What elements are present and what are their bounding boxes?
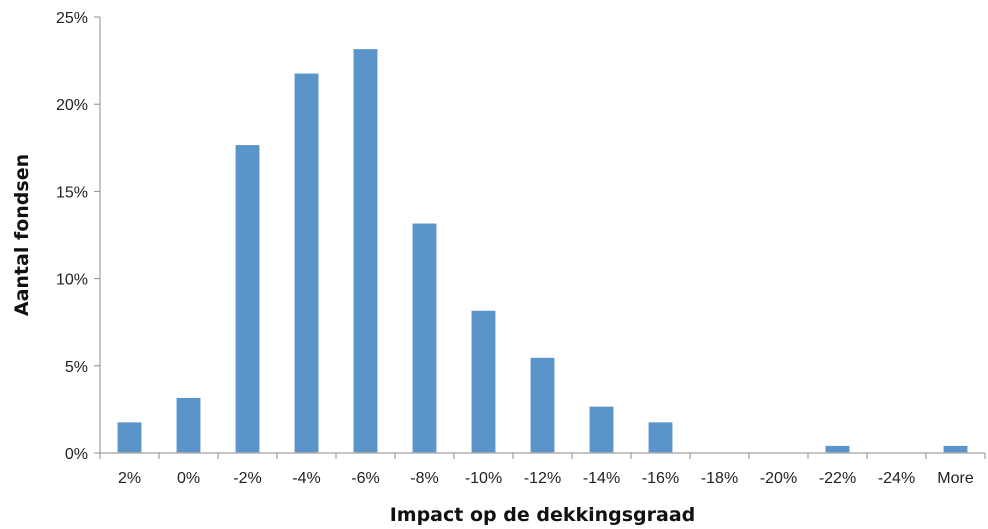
y-tick-label: 20% bbox=[56, 97, 88, 114]
x-tick-label: -20% bbox=[760, 470, 797, 487]
x-tick-label: -12% bbox=[524, 470, 561, 487]
x-tick-label: -22% bbox=[819, 470, 856, 487]
x-tick-label: -2% bbox=[233, 470, 261, 487]
y-axis-title: Aantal fondsen bbox=[11, 154, 33, 316]
y-axis: 0% 5% 10% 15% 20% 25% bbox=[56, 10, 100, 463]
x-tick-label: More bbox=[937, 470, 974, 487]
bar bbox=[588, 405, 615, 454]
y-tick-label: 0% bbox=[65, 446, 88, 463]
bar bbox=[824, 444, 851, 454]
x-tick-label: -16% bbox=[642, 470, 679, 487]
bar bbox=[352, 47, 379, 454]
y-tick-label: 5% bbox=[65, 359, 88, 376]
x-axis: 2% 0% -2% -4% -6% -8% -10% -12% -14% -16% -18% -20%… bbox=[99, 453, 986, 487]
bars bbox=[116, 47, 969, 454]
x-tick-label: -10% bbox=[465, 470, 502, 487]
bar bbox=[647, 420, 674, 454]
x-tick-label: -14% bbox=[583, 470, 620, 487]
bar bbox=[942, 444, 969, 454]
x-axis-title: Impact op de dekkingsgraad bbox=[390, 504, 696, 526]
bar bbox=[470, 309, 497, 454]
bar bbox=[175, 396, 202, 454]
x-tick-label: 2% bbox=[118, 470, 141, 487]
x-tick-label: -18% bbox=[701, 470, 738, 487]
x-tick-label: -4% bbox=[292, 470, 320, 487]
y-tick-label: 25% bbox=[56, 10, 88, 27]
x-tick-label: -6% bbox=[351, 470, 379, 487]
x-tick-label: 0% bbox=[177, 470, 200, 487]
bar bbox=[234, 143, 261, 454]
bar bbox=[529, 356, 556, 454]
y-tick-label: 10% bbox=[56, 272, 88, 289]
x-tick-label: -8% bbox=[410, 470, 438, 487]
bar bbox=[293, 72, 320, 454]
x-tick-label: -24% bbox=[878, 470, 915, 487]
bar bbox=[411, 222, 438, 454]
y-tick-label: 15% bbox=[56, 184, 88, 201]
bar bbox=[116, 420, 143, 454]
